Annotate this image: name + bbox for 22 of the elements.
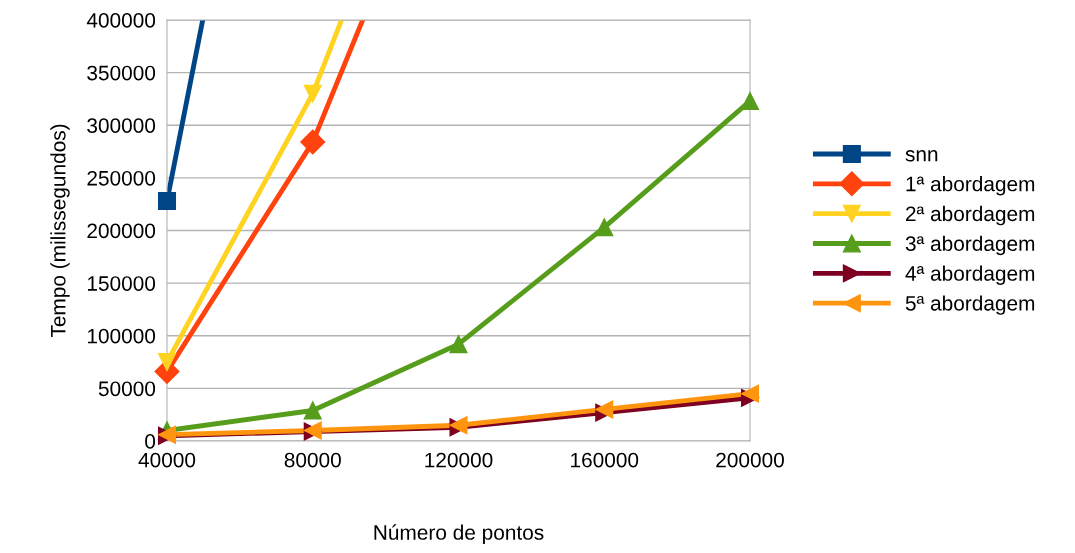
y-tick-label: 150000 <box>87 276 156 291</box>
x-tick-label: 200000 <box>716 452 784 468</box>
x-tick-label: 40000 <box>138 452 196 468</box>
y-tick-label: 100000 <box>87 328 156 344</box>
y-tick-label: 400000 <box>86 13 156 28</box>
y-axis-title: Tempo (milissegundos) <box>50 124 70 338</box>
legend-label: 2ª abordagem <box>906 205 1035 226</box>
y-tick-label: 50000 <box>98 381 156 397</box>
y-tick-label: 350000 <box>87 65 156 81</box>
x-tick-label: 160000 <box>571 452 639 468</box>
x-tick-label: 120000 <box>425 452 493 468</box>
legend-label: 3ª abordagem <box>905 235 1035 256</box>
legend-label: 5ª abordagem <box>905 295 1035 315</box>
legend-label: 4ª abordagem <box>905 265 1035 285</box>
y-tick-label: 300000 <box>87 118 156 133</box>
y-tick-label: 200000 <box>87 223 156 239</box>
legend-label: snn <box>905 150 938 162</box>
y-tick-label: 0 <box>145 434 156 449</box>
x-tick-label: 80000 <box>284 452 341 468</box>
legend-label: 1ª abordagem <box>906 176 1035 196</box>
x-axis-title: Número de pontos <box>374 524 544 544</box>
y-tick-label: 250000 <box>87 170 156 186</box>
